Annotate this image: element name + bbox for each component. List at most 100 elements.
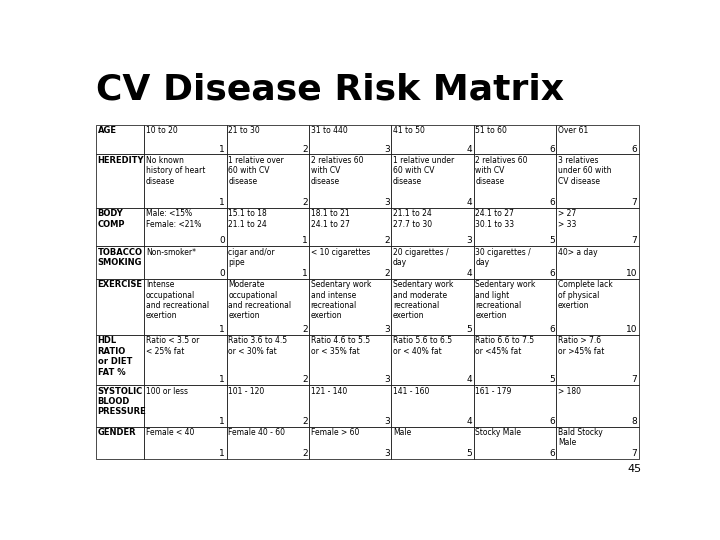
Text: Stocky Male: Stocky Male	[475, 428, 521, 437]
Text: 101 - 120: 101 - 120	[228, 387, 264, 396]
Text: No known
history of heart
disease: No known history of heart disease	[145, 156, 205, 186]
Bar	[227, 246, 309, 279]
Text: 4: 4	[467, 269, 472, 278]
Text: Sedentary work
and moderate
recreational
exertion: Sedentary work and moderate recreational…	[393, 280, 454, 320]
Bar	[144, 427, 227, 459]
Text: 20 cigarettes /
day: 20 cigarettes / day	[393, 248, 449, 267]
Text: Female 40 - 60: Female 40 - 60	[228, 428, 285, 437]
Text: 15.1 to 18
21.1 to 24: 15.1 to 18 21.1 to 24	[228, 209, 267, 228]
Bar	[309, 335, 392, 385]
Bar	[227, 385, 309, 427]
Bar	[309, 246, 392, 279]
Text: Non-smoker*: Non-smoker*	[145, 248, 196, 256]
Bar	[227, 125, 309, 154]
Bar	[474, 427, 557, 459]
Text: 6: 6	[549, 198, 554, 207]
Bar	[144, 125, 227, 154]
Bar	[309, 154, 392, 208]
Text: 3 relatives
under 60 with
CV disease: 3 relatives under 60 with CV disease	[558, 156, 611, 186]
Text: Ratio < 3.5 or
< 25% fat: Ratio < 3.5 or < 25% fat	[145, 336, 199, 356]
Text: Ratio 4.6 to 5.5
or < 35% fat: Ratio 4.6 to 5.5 or < 35% fat	[310, 336, 370, 356]
Text: 3: 3	[384, 449, 390, 458]
Bar	[144, 246, 227, 279]
Bar	[227, 208, 309, 246]
Bar	[309, 279, 392, 335]
Bar	[392, 427, 474, 459]
Bar	[392, 335, 474, 385]
Text: 1: 1	[302, 269, 307, 278]
Text: Sedentary work
and light
recreational
exertion: Sedentary work and light recreational ex…	[475, 280, 536, 320]
Text: 0: 0	[220, 269, 225, 278]
Text: 2: 2	[302, 325, 307, 334]
Text: 18.1 to 21
24.1 to 27: 18.1 to 21 24.1 to 27	[310, 209, 349, 228]
Text: Male: <15%
Female: <21%: Male: <15% Female: <21%	[145, 209, 201, 228]
Text: 1: 1	[220, 145, 225, 154]
Text: 100 or less: 100 or less	[145, 387, 188, 396]
Bar	[474, 385, 557, 427]
Text: 6: 6	[549, 269, 554, 278]
Text: 121 - 140: 121 - 140	[310, 387, 347, 396]
Text: 45: 45	[628, 464, 642, 475]
Text: Ratio 3.6 to 4.5
or < 30% fat: Ratio 3.6 to 4.5 or < 30% fat	[228, 336, 287, 356]
Bar	[392, 279, 474, 335]
Bar	[144, 154, 227, 208]
Bar	[474, 154, 557, 208]
Text: 30 cigarettes /
day: 30 cigarettes / day	[475, 248, 531, 267]
Text: > 27
> 33: > 27 > 33	[558, 209, 576, 228]
Text: 1: 1	[220, 325, 225, 334]
Text: 31 to 440: 31 to 440	[310, 126, 347, 136]
Bar	[557, 335, 639, 385]
Text: 2 relatives 60
with CV
disease: 2 relatives 60 with CV disease	[475, 156, 528, 186]
Text: Female < 40: Female < 40	[145, 428, 194, 437]
Text: 141 - 160: 141 - 160	[393, 387, 429, 396]
Bar	[474, 335, 557, 385]
Text: 7: 7	[631, 449, 637, 458]
Bar	[557, 125, 639, 154]
Bar	[474, 125, 557, 154]
Bar	[96, 279, 144, 335]
Text: > 180: > 180	[558, 387, 581, 396]
Bar	[227, 279, 309, 335]
Text: 21.1 to 24
27.7 to 30: 21.1 to 24 27.7 to 30	[393, 209, 432, 228]
Text: TOBACCO
SMOKING: TOBACCO SMOKING	[98, 248, 143, 267]
Text: HDL
RATIO
or DIET
FAT %: HDL RATIO or DIET FAT %	[98, 336, 132, 376]
Text: BODY
COMP: BODY COMP	[98, 209, 125, 228]
Text: 3: 3	[384, 417, 390, 426]
Text: 10: 10	[626, 325, 637, 334]
Bar	[309, 385, 392, 427]
Bar	[309, 208, 392, 246]
Text: 6: 6	[549, 449, 554, 458]
Text: CV Disease Risk Matrix: CV Disease Risk Matrix	[96, 72, 564, 106]
Text: 2: 2	[302, 375, 307, 384]
Bar	[96, 154, 144, 208]
Bar	[557, 427, 639, 459]
Text: AGE: AGE	[98, 126, 117, 136]
Text: 51 to 60: 51 to 60	[475, 126, 508, 136]
Bar	[309, 125, 392, 154]
Text: 40> a day: 40> a day	[558, 248, 598, 256]
Text: 5: 5	[549, 237, 554, 245]
Text: SYSTOLIC
BLOOD
PRESSURE: SYSTOLIC BLOOD PRESSURE	[98, 387, 146, 416]
Text: 2: 2	[302, 417, 307, 426]
Text: GENDER: GENDER	[98, 428, 136, 437]
Bar	[96, 385, 144, 427]
Text: 41 to 50: 41 to 50	[393, 126, 425, 136]
Bar	[392, 385, 474, 427]
Text: 5: 5	[549, 375, 554, 384]
Bar	[557, 154, 639, 208]
Bar	[144, 279, 227, 335]
Text: 7: 7	[631, 375, 637, 384]
Bar	[557, 279, 639, 335]
Text: 3: 3	[384, 145, 390, 154]
Text: 161 - 179: 161 - 179	[475, 387, 512, 396]
Text: 6: 6	[549, 325, 554, 334]
Text: 1: 1	[302, 237, 307, 245]
Text: Male: Male	[393, 428, 411, 437]
Text: 7: 7	[631, 237, 637, 245]
Text: 4: 4	[467, 375, 472, 384]
Bar	[557, 246, 639, 279]
Bar	[227, 427, 309, 459]
Text: HEREDITY: HEREDITY	[98, 156, 144, 165]
Text: 7: 7	[631, 198, 637, 207]
Bar	[96, 125, 144, 154]
